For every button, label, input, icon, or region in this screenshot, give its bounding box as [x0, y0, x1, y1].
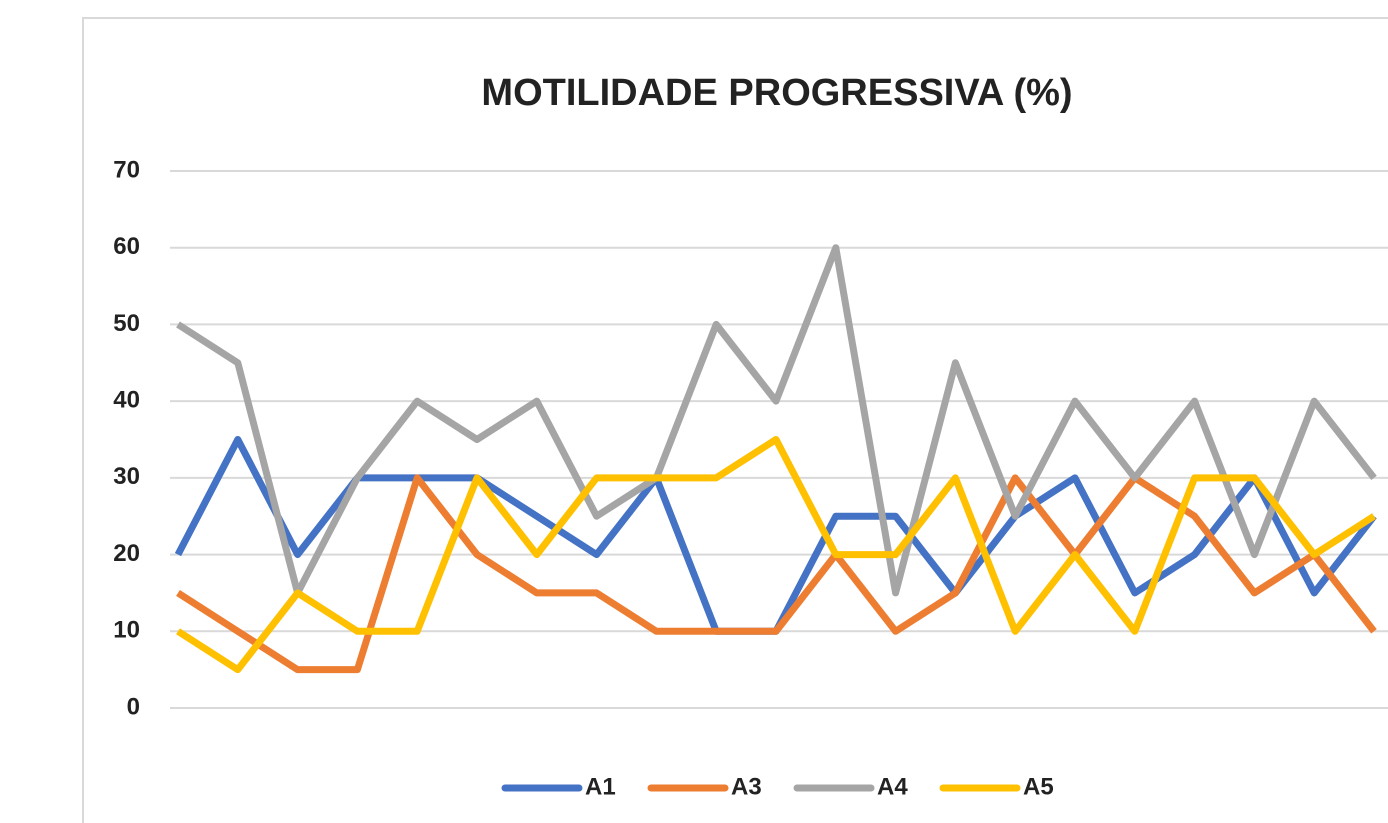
y-tick-label: 0 [127, 693, 140, 720]
y-tick-label: 40 [113, 386, 140, 413]
series-line [176, 436, 1376, 674]
chart-frame [82, 17, 1388, 823]
y-tick-label: 60 [113, 233, 140, 260]
legend-label: A3 [731, 773, 762, 800]
legend-label: A1 [585, 773, 616, 800]
series-line [176, 244, 1377, 597]
y-tick-label: 20 [113, 540, 140, 567]
y-tick-label: 70 [113, 156, 140, 183]
series-line [176, 474, 1377, 674]
y-tick-label: 10 [113, 617, 140, 644]
y-tick-label: 30 [113, 463, 140, 490]
legend-label: A5 [1023, 773, 1054, 800]
legend-label: A4 [877, 773, 908, 800]
chart-title: MOTILIDADE PROGRESSIVA (%) [481, 72, 1072, 114]
y-tick-label: 50 [113, 310, 140, 337]
